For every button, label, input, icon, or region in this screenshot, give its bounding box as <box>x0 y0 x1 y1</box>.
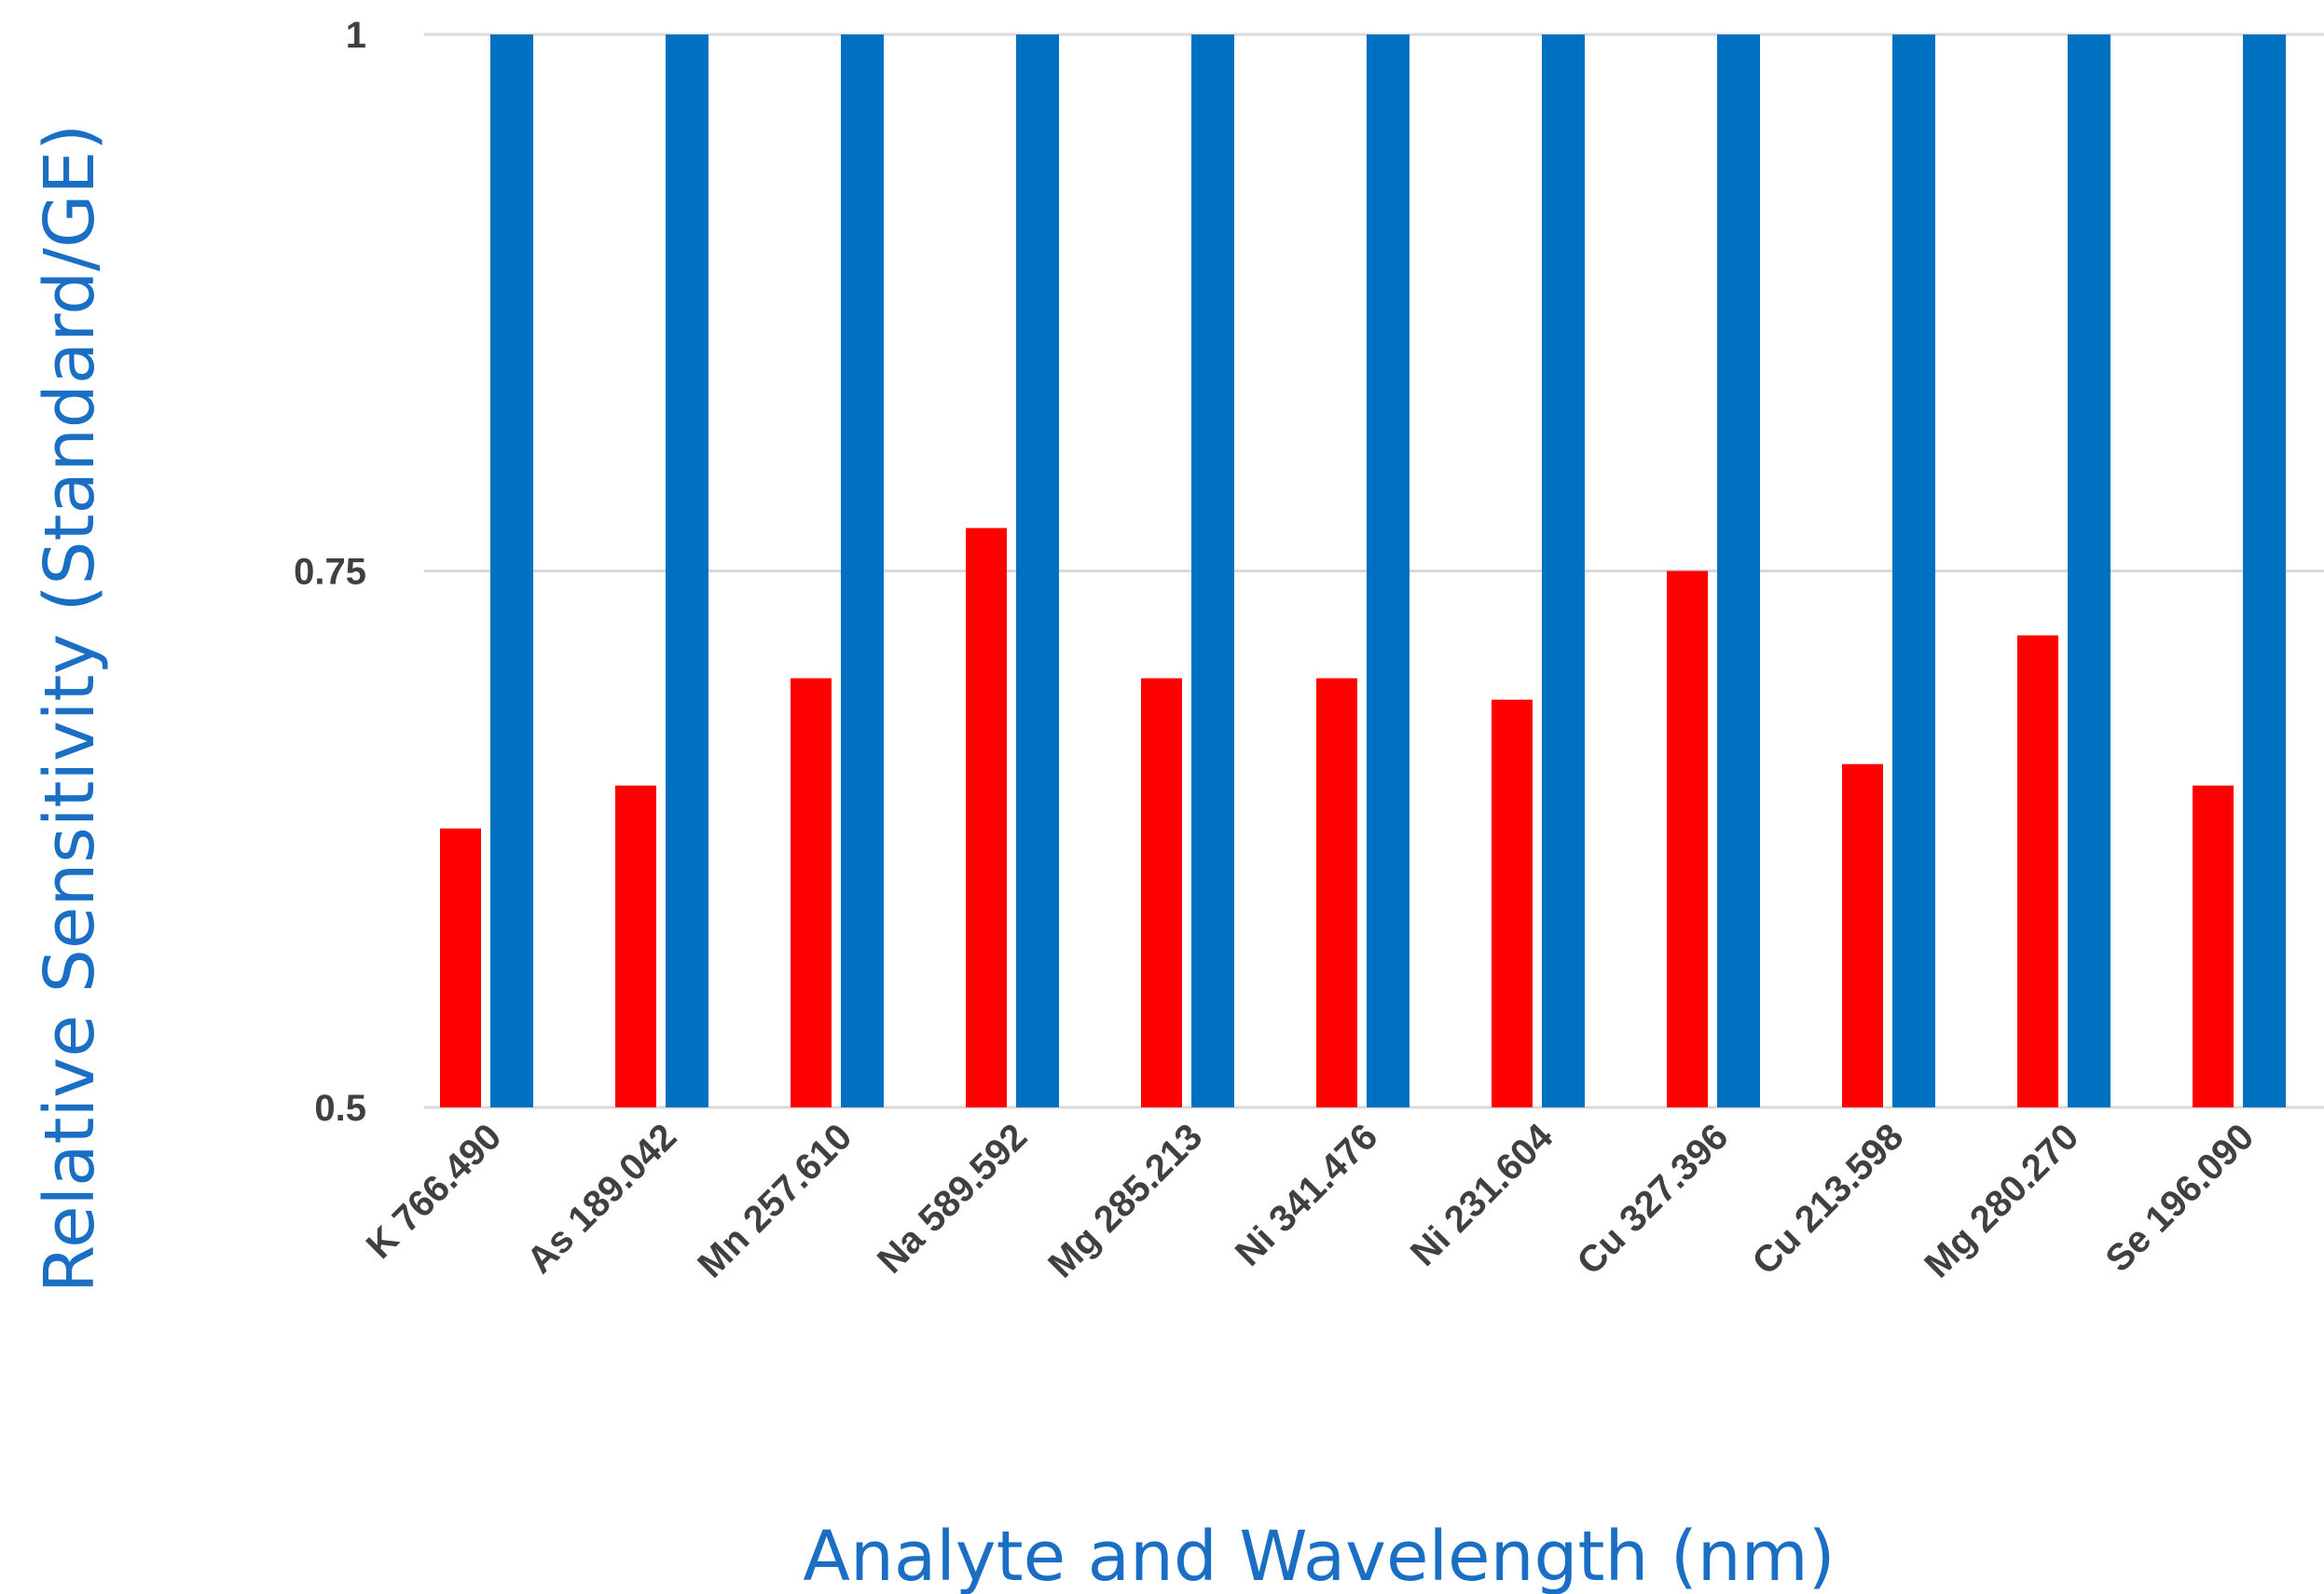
x-tick-label: Se 196.090 <box>2098 1116 2262 1280</box>
y-tick-label: 1 <box>346 15 366 56</box>
red-bar-9 <box>2017 635 2058 1107</box>
red-bar-2 <box>791 678 832 1107</box>
blue-bar-10 <box>2243 34 2286 1107</box>
blue-bar-9 <box>2068 34 2111 1107</box>
blue-bar-8 <box>1892 34 1935 1107</box>
x-tick-label: As 189.042 <box>519 1116 684 1281</box>
red-bar-1 <box>615 785 656 1107</box>
blue-bar-4 <box>1191 34 1234 1107</box>
x-tick-label: Cu 213.598 <box>1744 1116 1911 1283</box>
blue-bar-1 <box>666 34 708 1107</box>
x-tick-label: Mg 280.270 <box>1917 1116 2086 1285</box>
red-bar-4 <box>1141 678 1182 1107</box>
blue-bar-6 <box>1542 34 1585 1107</box>
x-tick-label: Mg 285.213 <box>1040 1116 1210 1285</box>
red-bar-10 <box>2193 785 2234 1107</box>
x-tick-label: Mn 257.610 <box>690 1116 859 1285</box>
y-tick-label: 0.75 <box>294 552 366 593</box>
x-tick-label: Ni 231.604 <box>1403 1116 1561 1274</box>
red-bar-0 <box>440 828 481 1107</box>
bars <box>440 34 2286 1107</box>
red-bar-7 <box>1667 570 1708 1107</box>
red-bar-5 <box>1316 678 1357 1107</box>
y-tick-label: 0.5 <box>314 1088 366 1129</box>
x-axis-title: Analyte and Wavelength (nm) <box>803 1517 1835 1594</box>
blue-bar-7 <box>1717 34 1760 1107</box>
y-axis-title: Relative Sensitivity (Standard/GE) <box>30 124 110 1293</box>
x-tick-label: Na 589.592 <box>870 1116 1035 1281</box>
blue-bar-2 <box>841 34 884 1107</box>
y-axis-tick-labels: 0.5 0.75 1 <box>294 15 366 1129</box>
red-bar-6 <box>1492 699 1533 1107</box>
blue-bar-5 <box>1367 34 1410 1107</box>
red-bar-3 <box>966 528 1007 1107</box>
blue-bar-0 <box>490 34 533 1107</box>
x-axis-tick-labels: K 766.490 As 189.042 Mn 257.610 Na 589.592 M… <box>359 1116 2262 1286</box>
blue-bar-3 <box>1016 34 1059 1107</box>
red-bar-8 <box>1842 763 1883 1107</box>
x-tick-label: K 766.490 <box>359 1116 510 1267</box>
x-tick-label: Cu 327.396 <box>1569 1116 1736 1283</box>
x-tick-label: Ni 341.476 <box>1228 1116 1385 1273</box>
